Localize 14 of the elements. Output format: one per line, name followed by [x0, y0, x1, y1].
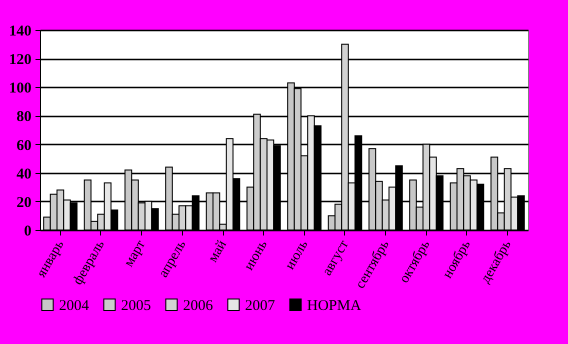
legend-label: НОРМА	[307, 298, 362, 314]
legend-label: 2005	[121, 298, 151, 314]
y-tick-label: 60	[16, 138, 32, 154]
y-tick-label: 20	[16, 194, 32, 211]
y-tick-label: 0	[24, 224, 32, 240]
y-tick-label: 100	[9, 80, 32, 97]
y-tick-label: 80	[16, 109, 32, 126]
legend-label: 2006	[183, 298, 214, 314]
y-tick-label: 120	[9, 52, 32, 68]
y-tick-label: 40	[16, 166, 32, 182]
legend-label: 2004	[59, 298, 90, 314]
y-tick-label: 140	[9, 24, 32, 40]
legend-label: 2007	[245, 298, 276, 314]
x-tick-label: май	[206, 238, 230, 265]
